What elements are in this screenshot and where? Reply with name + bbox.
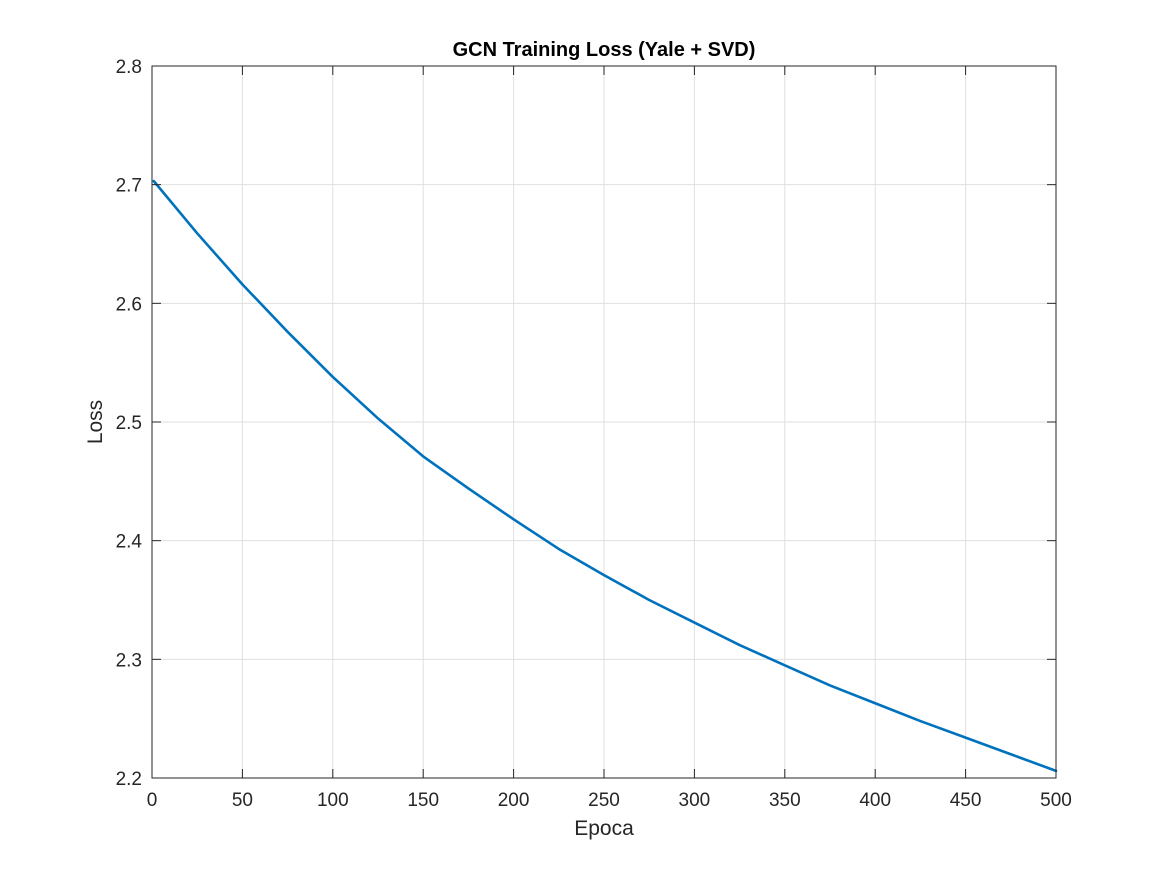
x-tick-label: 200 <box>498 790 530 811</box>
y-tick-label: 2.4 <box>116 532 143 553</box>
y-tick-label: 2.7 <box>116 176 142 197</box>
loss-series-line <box>152 179 1058 773</box>
y-tick-label: 2.8 <box>116 57 142 78</box>
y-tick-label: 2.5 <box>116 413 142 434</box>
x-tick-label: 350 <box>769 790 801 811</box>
x-tick-label: 250 <box>588 790 620 811</box>
x-tick-label: 400 <box>859 790 891 811</box>
chart-title: GCN Training Loss (Yale + SVD) <box>453 39 756 61</box>
series-layer <box>152 179 1058 773</box>
y-tick-label: 2.3 <box>116 650 142 671</box>
tick-labels: 0 50 100 150 200 250 300 350 400 450 500 2.2 2.3 2.4 2… <box>116 57 1072 811</box>
x-tick-label: 150 <box>407 790 439 811</box>
x-tick-label: 450 <box>950 790 982 811</box>
x-tick-label: 500 <box>1040 790 1072 811</box>
ticks <box>151 65 1057 779</box>
y-axis-label: Loss <box>84 400 107 444</box>
x-tick-label: 100 <box>317 790 349 811</box>
x-tick-label: 50 <box>232 790 253 811</box>
x-axis-label: Epoca <box>574 817 634 840</box>
y-tick-label: 2.2 <box>116 769 142 790</box>
x-tick-label: 300 <box>679 790 711 811</box>
grid <box>152 66 1056 778</box>
y-tick-label: 2.6 <box>116 294 142 315</box>
x-tick-label: 0 <box>147 790 158 811</box>
